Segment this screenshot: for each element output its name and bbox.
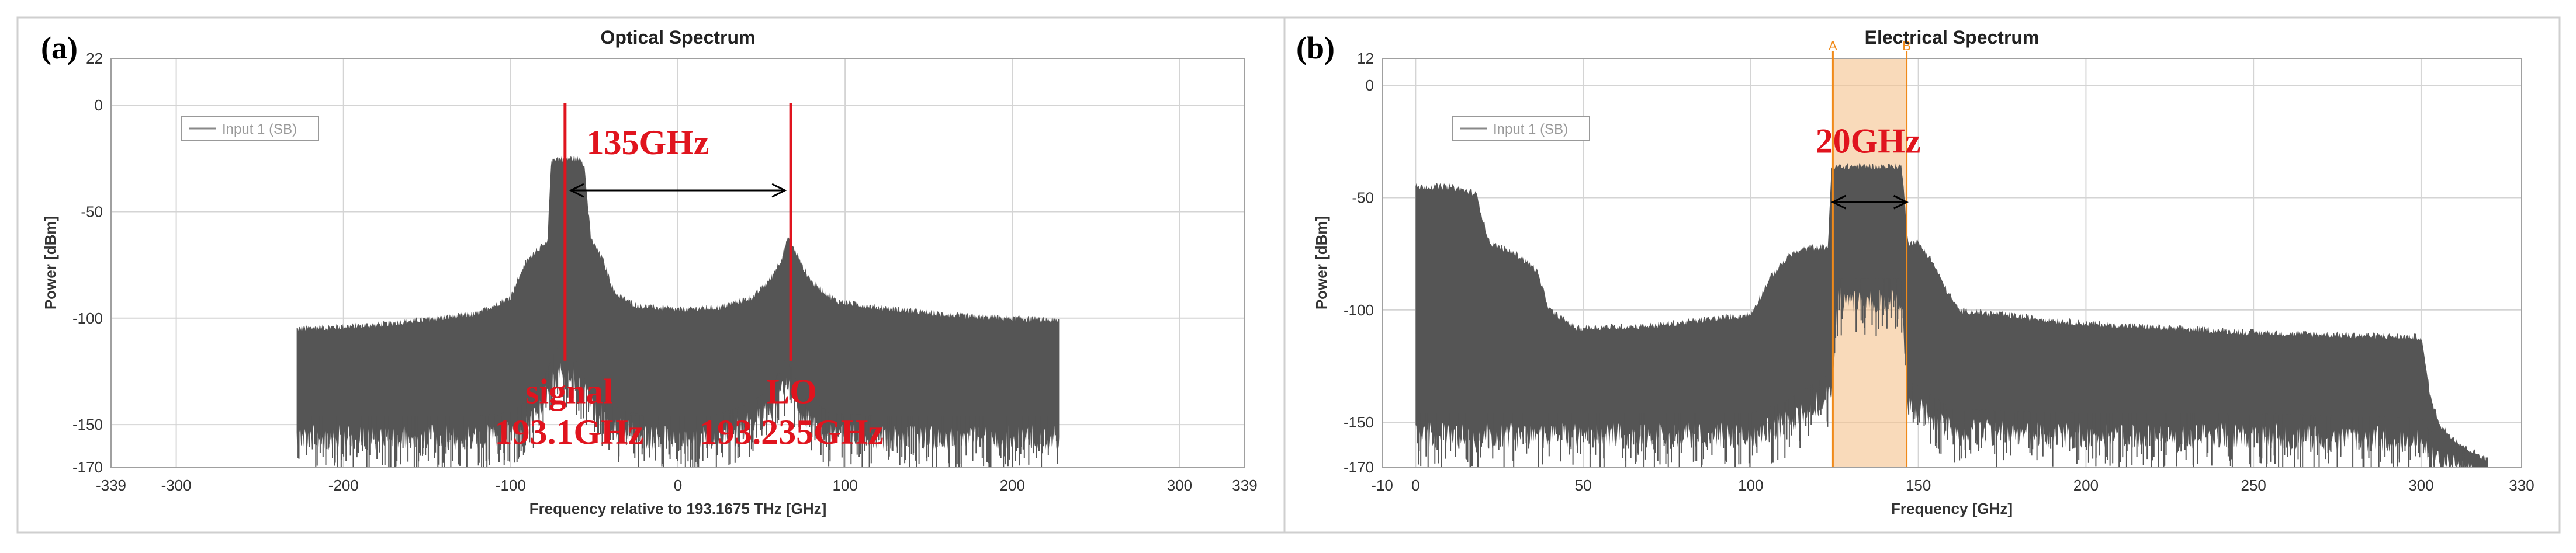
chart-panel-a: -339 -300 -200 -100 0 100 200 300 339 22 0 -50 -100 -… bbox=[16, 16, 1286, 534]
y-tick-label: -170 bbox=[72, 458, 103, 476]
y-tick-label: -50 bbox=[81, 203, 103, 221]
chart-panel-b: A B-10 0 50 100 150 200 250 300 330120-50-100-150… bbox=[1283, 16, 2561, 534]
legend-entry: Input 1 (SB) bbox=[1493, 121, 1568, 137]
arrow-head-right bbox=[771, 183, 787, 198]
x-tick-label: -100 bbox=[496, 477, 526, 494]
arrow-head-left bbox=[1831, 194, 1847, 210]
x-tick-label: 50 bbox=[1575, 477, 1592, 494]
panel-label: (a) bbox=[41, 30, 78, 65]
y-tick-label: 0 bbox=[1366, 76, 1374, 94]
annotation-label: signal bbox=[525, 373, 613, 411]
annotation-label: 135GHz bbox=[587, 123, 709, 162]
plot-border bbox=[1382, 58, 2522, 468]
x-tick-label: 200 bbox=[1000, 477, 1025, 494]
chart-title: Electrical Spectrum bbox=[1865, 27, 2040, 48]
x-tick-label: 300 bbox=[2408, 477, 2433, 494]
x-tick-label: 339 bbox=[1232, 477, 1257, 494]
chart-title: Optical Spectrum bbox=[601, 27, 756, 48]
annotation-label: 193.1GHz bbox=[495, 413, 644, 451]
x-tick-label: -10 bbox=[1371, 477, 1393, 494]
y-tick-label: -50 bbox=[1352, 189, 1374, 206]
legend-entry: Input 1 (SB) bbox=[222, 121, 297, 137]
x-tick-label: -339 bbox=[96, 477, 126, 494]
band-edge-b-label: B bbox=[1902, 39, 1911, 53]
spectrum-trace bbox=[296, 155, 1060, 450]
x-tick-label: 150 bbox=[1906, 477, 1931, 494]
x-axis-label: Frequency [GHz] bbox=[1891, 500, 2013, 517]
y-axis-label: Power [dBm] bbox=[1313, 216, 1330, 309]
panel-label: (b) bbox=[1296, 30, 1335, 65]
x-tick-label: 330 bbox=[2509, 477, 2534, 494]
spectrum-trace bbox=[1415, 163, 2488, 467]
band-edge-a-label: A bbox=[1829, 39, 1837, 53]
x-tick-label: 200 bbox=[2073, 477, 2099, 494]
y-tick-label: -170 bbox=[1344, 458, 1374, 476]
arrow-head-right bbox=[1893, 194, 1909, 210]
x-tick-label: -200 bbox=[328, 477, 359, 494]
x-tick-label: 0 bbox=[1411, 477, 1419, 494]
spectrum-noise bbox=[1417, 278, 2487, 467]
x-axis-label: Frequency relative to 193.1675 THz [GHz] bbox=[529, 500, 827, 517]
y-tick-label: -100 bbox=[72, 309, 103, 327]
arrow-head-left bbox=[569, 183, 584, 198]
x-tick-label: 100 bbox=[1738, 477, 1763, 494]
y-tick-label: -150 bbox=[72, 416, 103, 433]
y-axis-label: Power [dBm] bbox=[41, 216, 59, 309]
x-tick-label: 100 bbox=[832, 477, 857, 494]
x-tick-label: 300 bbox=[1167, 477, 1192, 494]
annotation-label: LO bbox=[766, 373, 817, 411]
x-tick-label: 0 bbox=[674, 477, 682, 494]
x-tick-label: -300 bbox=[161, 477, 192, 494]
x-tick-label: 250 bbox=[2241, 477, 2266, 494]
y-tick-label: 22 bbox=[86, 50, 103, 67]
plot-border bbox=[110, 58, 1245, 468]
y-tick-label: 12 bbox=[1357, 50, 1374, 67]
y-tick-label: 0 bbox=[95, 96, 103, 114]
spectrum-noise bbox=[297, 347, 1058, 467]
y-tick-label: -150 bbox=[1344, 413, 1374, 431]
y-tick-label: -100 bbox=[1344, 301, 1374, 319]
annotation-label: 20GHz bbox=[1816, 122, 1921, 161]
annotation-label: 193.235GHz bbox=[700, 413, 884, 451]
